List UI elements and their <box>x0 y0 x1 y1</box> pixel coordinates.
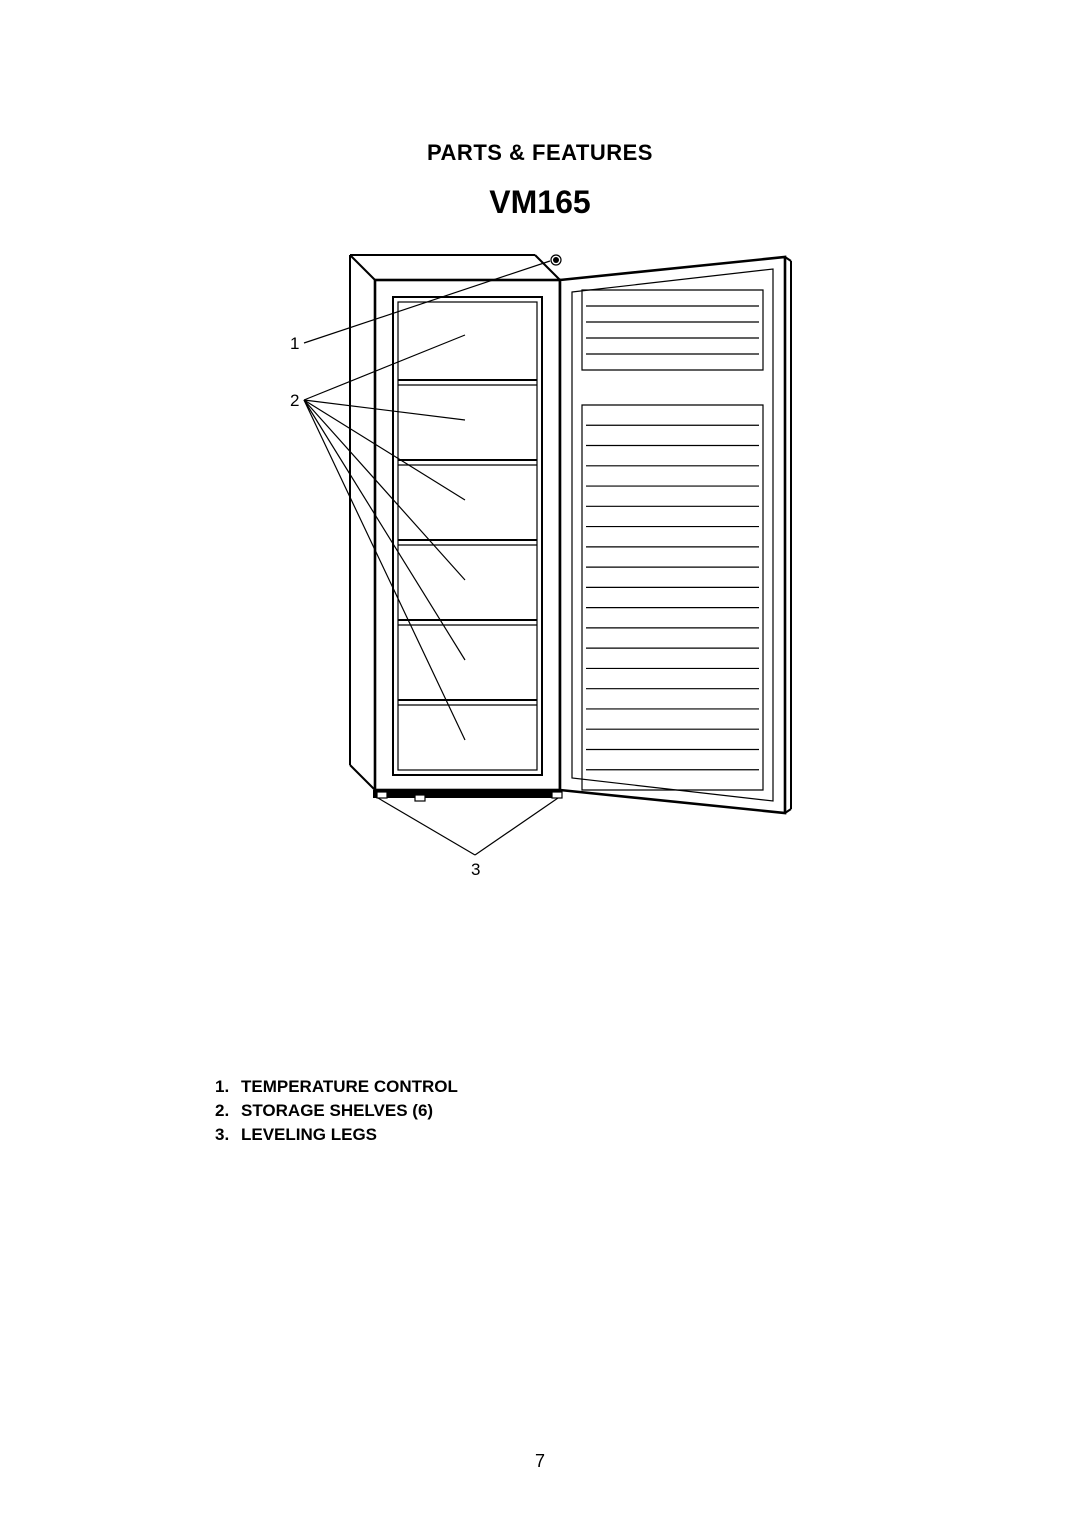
part-label: STORAGE SHELVES (6) <box>241 1099 433 1123</box>
part-item: 2. STORAGE SHELVES (6) <box>215 1099 910 1123</box>
manual-page: PARTS & FEATURES VM165 1 2 3 1. TEMPERATUR… <box>0 0 1080 1522</box>
part-label: LEVELING LEGS <box>241 1123 377 1147</box>
part-item: 3. LEVELING LEGS <box>215 1123 910 1147</box>
part-number: 1. <box>215 1075 241 1099</box>
svg-text:1: 1 <box>290 334 299 353</box>
section-title: PARTS & FEATURES <box>170 140 910 166</box>
freezer-diagram: 1 2 3 <box>260 235 820 885</box>
svg-text:2: 2 <box>290 391 299 410</box>
model-title: VM165 <box>170 184 910 221</box>
part-item: 1. TEMPERATURE CONTROL <box>215 1075 910 1099</box>
part-label: TEMPERATURE CONTROL <box>241 1075 458 1099</box>
page-number: 7 <box>0 1451 1080 1472</box>
parts-list: 1. TEMPERATURE CONTROL 2. STORAGE SHELVE… <box>215 1075 910 1146</box>
part-number: 3. <box>215 1123 241 1147</box>
part-number: 2. <box>215 1099 241 1123</box>
parts-diagram: 1 2 3 <box>260 235 820 885</box>
svg-text:3: 3 <box>471 860 480 879</box>
